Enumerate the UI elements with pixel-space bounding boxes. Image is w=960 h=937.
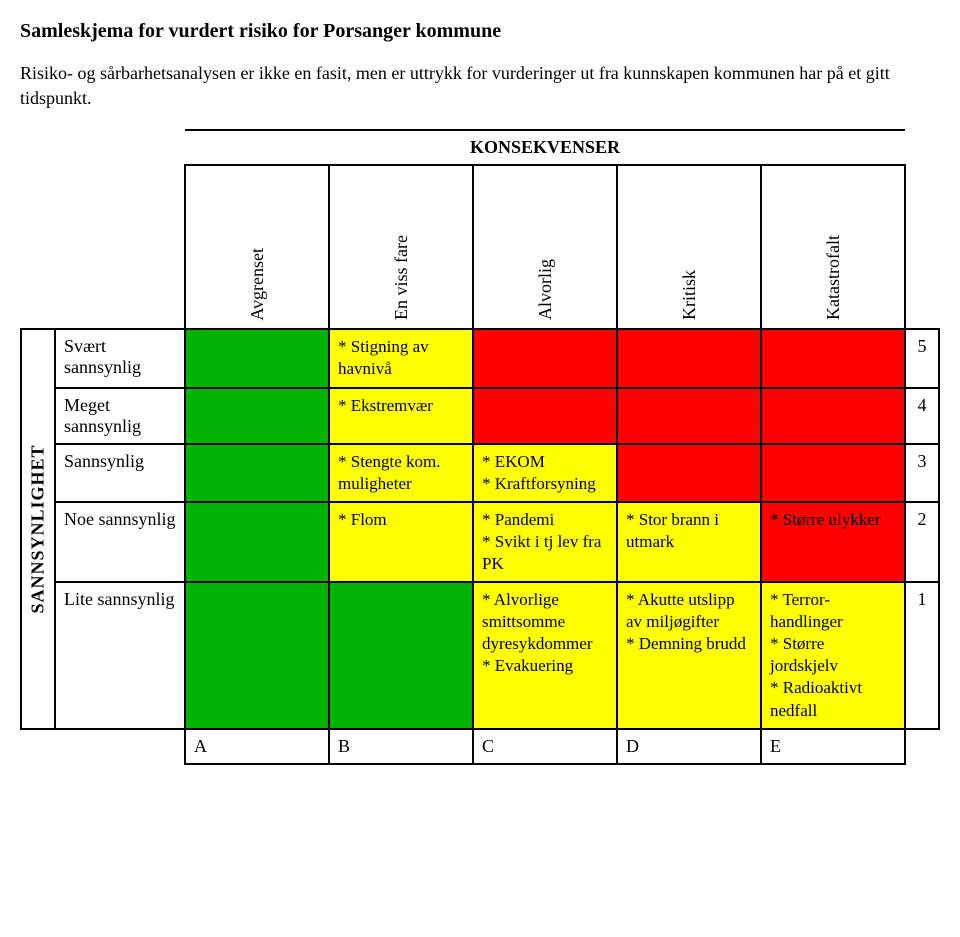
cell-r3-B: * Flom [329, 502, 473, 582]
cell-r0-C [473, 329, 617, 387]
col-letter-B: B [329, 729, 473, 764]
cell-r1-B: * Ekstremvær [329, 388, 473, 444]
row-label-4: Lite sannsynlig [55, 582, 185, 729]
corner-blank-right [905, 130, 939, 165]
cell-r1-A [185, 388, 329, 444]
col-letter-E: E [761, 729, 905, 764]
col-header-katastrofalt: Katastrofalt [761, 165, 905, 329]
cell-r0-E [761, 329, 905, 387]
rows-title: SANNSYNLIGHET [21, 329, 55, 728]
cell-r3-C: * Pandemi* Svikt i tj lev fra PK [473, 502, 617, 582]
corner-blank2 [21, 165, 185, 329]
cell-r2-B: * Stengte kom. muligheter [329, 444, 473, 502]
cell-r3-E: * Større ulykker [761, 502, 905, 582]
cell-r4-C: * Alvorlige smittsomme dyresykdommer* Ev… [473, 582, 617, 729]
cell-r1-E [761, 388, 905, 444]
col-header-avgrenset: Avgrenset [185, 165, 329, 329]
page-subtitle: Risiko- og sårbarhetsanalysen er ikke en… [20, 61, 940, 111]
row-num-4: 1 [905, 582, 939, 729]
corner-blank-bottom-right [905, 729, 939, 764]
row-num-1: 4 [905, 388, 939, 444]
cell-r0-B: * Stigning av havnivå [329, 329, 473, 387]
row-label-3: Noe sannsynlig [55, 502, 185, 582]
row-num-2: 3 [905, 444, 939, 502]
cell-r1-D [617, 388, 761, 444]
cell-r2-D [617, 444, 761, 502]
cell-r4-D: * Akutte utslipp av miljøgifter* Demning… [617, 582, 761, 729]
cell-r4-B [329, 582, 473, 729]
col-header-alvorlig: Alvorlig [473, 165, 617, 329]
cell-r4-A [185, 582, 329, 729]
cell-r2-C: * EKOM* Kraftforsyning [473, 444, 617, 502]
cell-r2-E [761, 444, 905, 502]
cell-r0-A [185, 329, 329, 387]
col-letter-D: D [617, 729, 761, 764]
cell-r3-D: * Stor brann i utmark [617, 502, 761, 582]
col-letter-A: A [185, 729, 329, 764]
cell-r0-D [617, 329, 761, 387]
cell-r2-A [185, 444, 329, 502]
page-title: Samleskjema for vurdert risiko for Porsa… [20, 20, 940, 43]
corner-blank-bottom [21, 729, 185, 764]
row-label-2: Sannsynlig [55, 444, 185, 502]
cell-r4-E: * Terror-handlinger* Større jordskjelv* … [761, 582, 905, 729]
col-header-envissfare: En viss fare [329, 165, 473, 329]
row-num-3: 2 [905, 502, 939, 582]
corner-blank [21, 130, 185, 165]
risk-matrix-table: KONSEKVENSER Avgrenset En viss fare Alvo… [20, 129, 940, 764]
row-num-0: 5 [905, 329, 939, 387]
row-label-0: Svært sannsynlig [55, 329, 185, 387]
cell-r1-C [473, 388, 617, 444]
col-header-kritisk: Kritisk [617, 165, 761, 329]
row-label-1: Meget sannsynlig [55, 388, 185, 444]
col-letter-C: C [473, 729, 617, 764]
cell-r3-A [185, 502, 329, 582]
columns-title: KONSEKVENSER [185, 130, 905, 165]
corner-blank3 [905, 165, 939, 329]
